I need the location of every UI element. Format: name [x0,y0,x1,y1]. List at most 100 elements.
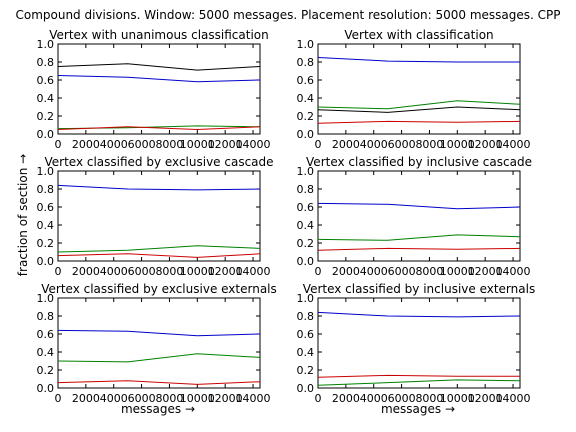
x-tick-label: 8000 [415,265,443,278]
series-line-blue [317,202,521,210]
x-tick-label: 0 [55,138,62,151]
x-tick-label: 10000 [180,265,215,278]
y-tick-label: 0.6 [37,328,55,341]
y-tick-label: 1.0 [297,38,315,51]
y-tick-label: 0.2 [297,237,315,250]
x-tick-label: 10000 [180,138,215,151]
plot-area [317,43,521,135]
panel-title: Vertex classified by inclusive externals [303,282,535,296]
y-tick-label: 0.4 [37,92,55,105]
x-axis-label-right: messages → [381,402,455,416]
x-tick-label: 8000 [155,392,183,405]
chart-panel-3: Vertex classified by exclusive cascade 0.… [37,155,274,278]
y-tick-label: 0.8 [297,310,315,323]
x-tick-label: 4000 [100,138,128,151]
x-tick-label: 8000 [155,138,183,151]
x-tick-label: 0 [315,138,322,151]
series-line-blue [317,57,520,63]
y-axis-label: fraction of section → [16,154,30,276]
x-tick-label: 10000 [180,392,215,405]
chart-panel-6: Vertex classified by inclusive externals… [297,282,536,405]
y-tick-label: 0.2 [37,110,55,123]
y-tick-label: 0.6 [37,74,55,87]
x-tick-label: 2000 [332,265,360,278]
x-tick-label: 14000 [496,392,531,405]
x-tick-label: 8000 [155,265,183,278]
x-tick-label: 4000 [100,265,128,278]
y-tick-label: 0.6 [37,201,55,214]
x-tick-label: 12000 [468,392,503,405]
panel-title: Vertex classified by exclusive cascade [44,155,273,169]
x-tick-label: 10000 [440,265,475,278]
y-tick-label: 0.4 [297,346,315,359]
y-tick-label: 0.8 [297,56,315,69]
panel-title: Vertex with unanimous classification [49,28,269,42]
plot-area [57,43,261,135]
series-line-green [57,353,261,363]
series-line-blue [317,311,521,318]
y-tick-label: 0.0 [37,128,55,141]
y-tick-label: 0.0 [37,382,55,395]
x-tick-label: 4000 [360,265,388,278]
x-tick-label: 0 [315,265,322,278]
y-tick-label: 1.0 [37,165,55,178]
y-tick-label: 1.0 [37,38,55,51]
chart-panel-1: Vertex with unanimous classification0.00… [37,28,271,151]
series-line-red [57,126,261,131]
x-tick-label: 2000 [72,265,100,278]
x-tick-label: 0 [55,265,62,278]
y-tick-label: 0.2 [37,364,55,377]
series-line-blue [57,329,261,337]
x-tick-label: 4000 [360,392,388,405]
y-tick-label: 0.8 [297,183,315,196]
y-tick-label: 0.2 [297,364,315,377]
plot-area [317,170,521,262]
chart-panels: Vertex with unanimous classification0.00… [37,28,536,405]
y-tick-label: 0.4 [297,92,315,105]
plot-area [317,297,521,389]
x-tick-label: 12000 [208,392,243,405]
x-tick-label: 2000 [72,138,100,151]
x-tick-label: 12000 [468,265,503,278]
panel-title: Vertex with classification [344,28,493,42]
x-tick-label: 6000 [388,265,416,278]
y-tick-label: 0.4 [37,219,55,232]
y-tick-label: 0.6 [297,74,315,87]
series-line-green [57,245,261,253]
y-tick-label: 0.4 [297,219,315,232]
y-tick-label: 0.0 [297,255,315,268]
y-tick-label: 1.0 [37,292,55,305]
panel-title: Vertex classified by inclusive cascade [306,155,532,169]
y-tick-label: 1.0 [297,292,315,305]
y-tick-label: 0.8 [37,56,55,69]
x-tick-label: 8000 [415,138,443,151]
x-tick-label: 2000 [332,392,360,405]
y-tick-label: 0.8 [37,183,55,196]
series-line-black [57,63,261,71]
x-tick-label: 6000 [388,392,416,405]
x-tick-label: 14000 [236,392,271,405]
x-tick-label: 4000 [100,392,128,405]
series-line-red [57,253,261,258]
x-tick-label: 14000 [496,265,531,278]
x-tick-label: 6000 [388,138,416,151]
series-line-red [317,374,520,378]
y-tick-label: 0.8 [37,310,55,323]
y-tick-label: 0.4 [37,346,55,359]
plot-area [57,297,261,389]
x-tick-label: 0 [315,392,322,405]
y-tick-label: 0.2 [37,237,55,250]
figure-title: Compound divisions. Window: 5000 message… [15,8,560,22]
x-tick-label: 4000 [360,138,388,151]
y-tick-label: 0.0 [297,128,315,141]
series-line-black [317,106,521,113]
series-line-green [317,100,521,110]
plot-area [57,170,261,262]
x-tick-label: 2000 [72,392,100,405]
x-tick-label: 14000 [496,138,531,151]
y-tick-label: 0.0 [37,255,55,268]
x-tick-label: 6000 [128,392,156,405]
chart-panel-2: Vertex with classification 0.0 0.2 0.4 0.6 0.… [297,28,531,151]
x-axis-label-left: messages → [121,402,195,416]
